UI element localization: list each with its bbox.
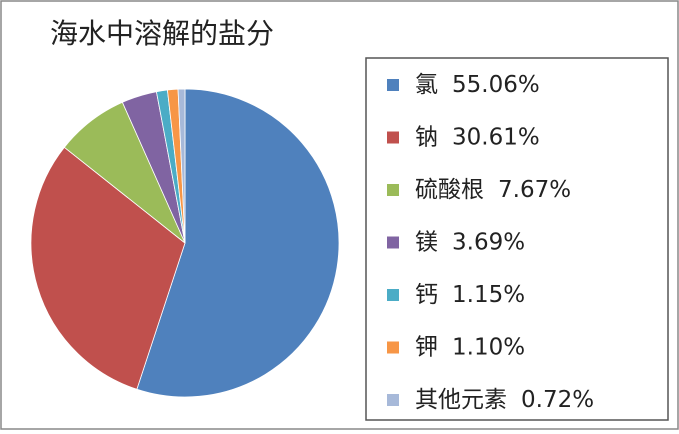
- legend-name: 氯: [415, 72, 438, 98]
- legend-marker: [387, 289, 399, 301]
- legend-label: 氯 55.06%: [415, 72, 540, 98]
- pie-slice: [136, 88, 340, 398]
- legend-marker: [387, 394, 399, 406]
- legend-label: 钙 1.15%: [415, 282, 525, 308]
- pie-slice: [30, 146, 186, 390]
- legend-label: 硫酸根 7.67%: [415, 177, 571, 203]
- legend-name: 钾: [415, 334, 438, 360]
- legend-label: 钠 30.61%: [415, 124, 540, 150]
- legend-name: 钙: [415, 282, 438, 308]
- legend-marker: [387, 79, 399, 91]
- legend-name: 硫酸根: [415, 177, 484, 203]
- legend-label: 钾 1.10%: [415, 334, 525, 360]
- legend-value: 3.69%: [452, 229, 525, 255]
- legend-label: 其他元素 0.72%: [415, 387, 594, 413]
- legend-value: 30.61%: [452, 124, 540, 150]
- legend-marker: [387, 131, 399, 144]
- legend-name: 钠: [415, 124, 438, 150]
- legend-box: [365, 57, 669, 421]
- legend-value: 55.06%: [452, 72, 540, 98]
- legend-value: 0.72%: [521, 387, 594, 413]
- legend-marker: [387, 341, 399, 354]
- legend-marker: [387, 236, 399, 249]
- legend-name: 镁: [415, 229, 438, 255]
- legend-label: 镁 3.69%: [415, 229, 525, 255]
- legend-value: 7.67%: [498, 177, 571, 203]
- pie: [30, 88, 340, 398]
- legend-marker: [387, 184, 399, 196]
- chart-title: 海水中溶解的盐分: [50, 17, 274, 50]
- pie-slice: [177, 88, 186, 244]
- legend-value: 1.15%: [452, 282, 525, 308]
- legend-value: 1.10%: [452, 334, 525, 360]
- legend-name: 其他元素: [415, 387, 507, 413]
- legend: 氯 55.06% 钠 30.61% 硫酸根 7.67% 镁 3.69% 钙 1.15% 钾 1.10%…: [387, 72, 594, 413]
